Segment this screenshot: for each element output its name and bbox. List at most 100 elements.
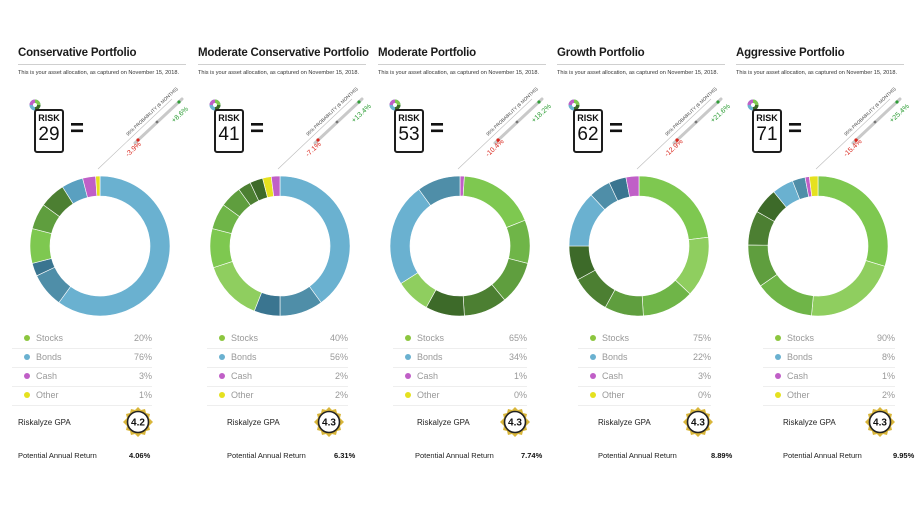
donut-slice-stocks[interactable] [506,219,530,264]
legend-value: 22% [692,352,711,362]
donut-slice-stocks[interactable] [462,176,526,228]
probability-bar [672,97,723,145]
probability-label: 95% PROBABILITY (6 MONTHS) [843,86,897,137]
legend-swatch [219,392,225,398]
legend-row-other: Other 1% [12,387,152,406]
donut-slice-stocks[interactable] [213,261,262,312]
portfolio-title: Growth Portfolio [557,47,645,59]
allocation-caption: This is your asset allocation, as captur… [557,70,719,76]
probability-baseline [277,98,353,170]
legend-value: 20% [133,333,152,343]
upside-marker [357,100,361,104]
portfolio-column-2: Moderate Conservative Portfolio This is … [198,0,373,518]
legend-swatch [24,373,30,379]
title-divider [557,64,725,65]
risk-number: 29 [38,124,60,145]
probability-range-graphic: 95% PROBABILITY (6 MONTHS) -7.1% +13.4% [277,86,373,170]
donut-slice-stocks[interactable] [811,260,886,316]
gpa-badge: 4.2 [123,407,153,437]
risk-label: RISK [577,113,599,123]
legend-value: 65% [508,333,527,343]
legend-row-bonds: Bonds 22% [578,349,711,368]
donut-slice-bonds[interactable] [390,188,432,284]
legend-label: Bonds [787,352,813,362]
return-value: 9.95% [893,451,915,460]
donut-slice-stocks[interactable] [817,176,888,267]
upside-marker [177,100,181,104]
legend-swatch [405,392,411,398]
midpoint-marker [335,120,339,124]
portfolio-column-4: Growth Portfolio This is your asset allo… [557,0,732,518]
legend-value: 3% [138,371,152,381]
legend-label: Stocks [602,333,630,343]
gpa-badge: 4.3 [314,407,344,437]
legend-swatch [24,392,30,398]
legend-row-cash: Cash 3% [12,368,152,387]
legend-swatch [24,354,30,360]
upside-marker [895,100,899,104]
equals-sign: = [430,115,445,142]
legend-label: Bonds [417,352,443,362]
return-value: 6.31% [334,451,356,460]
risk-number-badge: RISK 41 [214,109,244,153]
donut-slice-other[interactable] [808,176,819,197]
title-divider [18,64,186,65]
legend-label: Other [787,390,810,400]
donut-slice-bonds[interactable] [279,176,350,304]
midpoint-marker [694,120,698,124]
probability-label: 95% PROBABILITY (6 MONTHS) [125,86,179,137]
legend-label: Other [602,390,625,400]
donut-slice-bonds[interactable] [58,176,170,316]
return-label: Potential Annual Return [227,451,306,460]
donut-slice-cash[interactable] [625,176,640,198]
probability-label: 95% PROBABILITY (6 MONTHS) [664,86,718,137]
legend-swatch [775,373,781,379]
legend-value: 2% [881,390,895,400]
legend-label: Other [417,390,440,400]
gpa-label: Riskalyze GPA [598,418,651,427]
risk-number-badge: RISK 29 [34,109,64,153]
allocation-donut-chart [210,176,350,316]
donut-slice-cash[interactable] [270,176,281,197]
legend-value: 1% [513,371,527,381]
gpa-value: 4.3 [691,418,705,429]
allocation-legend: Stocks 20% Bonds 76% Cash 3% Other 1% [12,330,152,406]
portfolio-title: Aggressive Portfolio [736,47,845,59]
probability-baseline [815,98,891,170]
legend-row-cash: Cash 2% [207,368,348,387]
legend-label: Other [231,390,254,400]
donut-slice-bonds[interactable] [418,176,461,206]
midpoint-marker [873,120,877,124]
risk-label: RISK [38,113,60,123]
donut-slice-other[interactable] [95,176,101,197]
donut-slice-stocks[interactable] [638,176,709,241]
risk-number-badge: RISK 71 [752,109,782,153]
risk-label: RISK [756,113,778,123]
riskalyze-logo-icon [568,99,580,111]
legend-label: Stocks [417,333,445,343]
legend-swatch [24,335,30,341]
legend-value: 1% [881,371,895,381]
legend-label: Bonds [231,352,257,362]
riskalyze-logo-icon [209,99,221,111]
legend-row-stocks: Stocks 40% [207,330,348,349]
legend-swatch [590,354,596,360]
allocation-donut-chart [390,176,530,316]
portfolio-column-3: Moderate Portfolio This is your asset al… [378,0,553,518]
probability-range-graphic: 95% PROBABILITY (6 MONTHS) -3.9% +8.6% [97,86,190,170]
risk-label: RISK [218,113,240,123]
gpa-label: Riskalyze GPA [227,418,280,427]
legend-row-cash: Cash 1% [763,368,895,387]
legend-row-stocks: Stocks 75% [578,330,711,349]
probability-range-graphic: 95% PROBABILITY (6 MONTHS) -15.4% +25.4% [815,86,911,170]
donut-slice-stocks[interactable] [210,228,233,269]
donut-slice-stocks[interactable] [30,228,52,264]
legend-row-other: Other 2% [207,387,348,406]
risk-number-badge: RISK 53 [394,109,424,153]
legend-label: Cash [787,371,809,381]
legend-value: 56% [329,352,348,362]
legend-swatch [590,373,596,379]
title-divider [198,64,366,65]
legend-value: 0% [697,390,711,400]
legend-value: 2% [334,390,348,400]
